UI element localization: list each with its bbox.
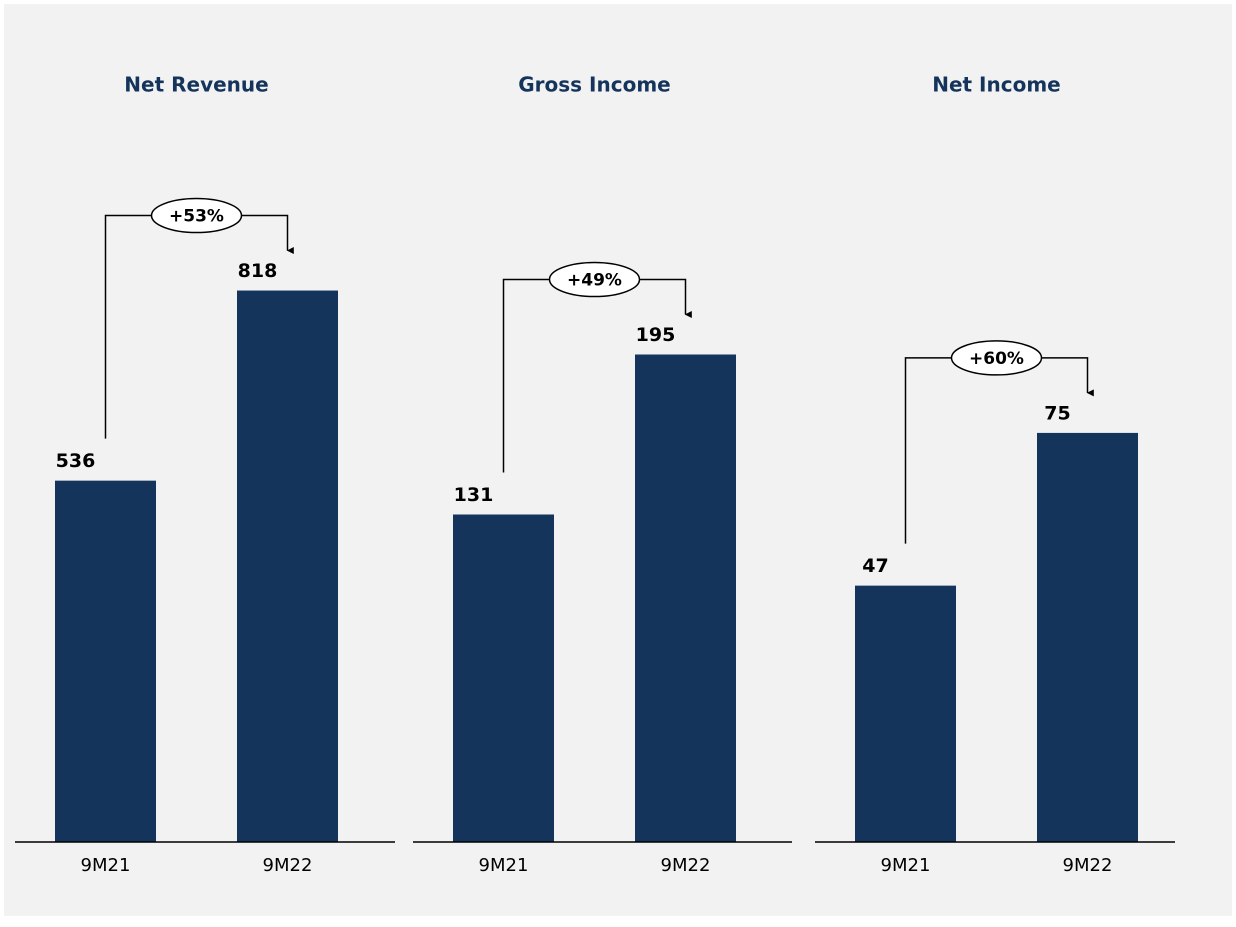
x-tick-label: 9M22	[263, 855, 313, 876]
bar	[635, 354, 736, 842]
value-label: 75	[1044, 402, 1070, 424]
value-label: 818	[238, 260, 278, 282]
chart-title: Net Revenue	[124, 73, 268, 97]
growth-bubble	[950, 340, 1043, 376]
value-label: 195	[636, 324, 676, 346]
value-label: 131	[454, 484, 494, 506]
value-label: 536	[56, 450, 96, 472]
growth-label: +53%	[169, 207, 224, 227]
x-tick-label: 9M22	[661, 855, 711, 876]
x-tick-label: 9M22	[1063, 855, 1113, 876]
chart-title: Net Income	[932, 73, 1061, 97]
bar	[453, 514, 554, 842]
bar	[855, 585, 956, 842]
growth-bubble	[150, 197, 243, 234]
growth-label: +60%	[969, 349, 1024, 369]
x-tick-label: 9M21	[881, 855, 931, 876]
chart-title: Gross Income	[518, 73, 670, 97]
bar	[1037, 432, 1138, 842]
bar	[237, 290, 338, 843]
x-tick-label: 9M21	[81, 855, 131, 876]
panel-background	[4, 4, 1232, 916]
growth-bubble	[548, 261, 641, 298]
x-tick-label: 9M21	[479, 855, 529, 876]
growth-label: +49%	[567, 271, 622, 291]
bar	[55, 480, 156, 842]
value-label: 47	[862, 555, 888, 577]
